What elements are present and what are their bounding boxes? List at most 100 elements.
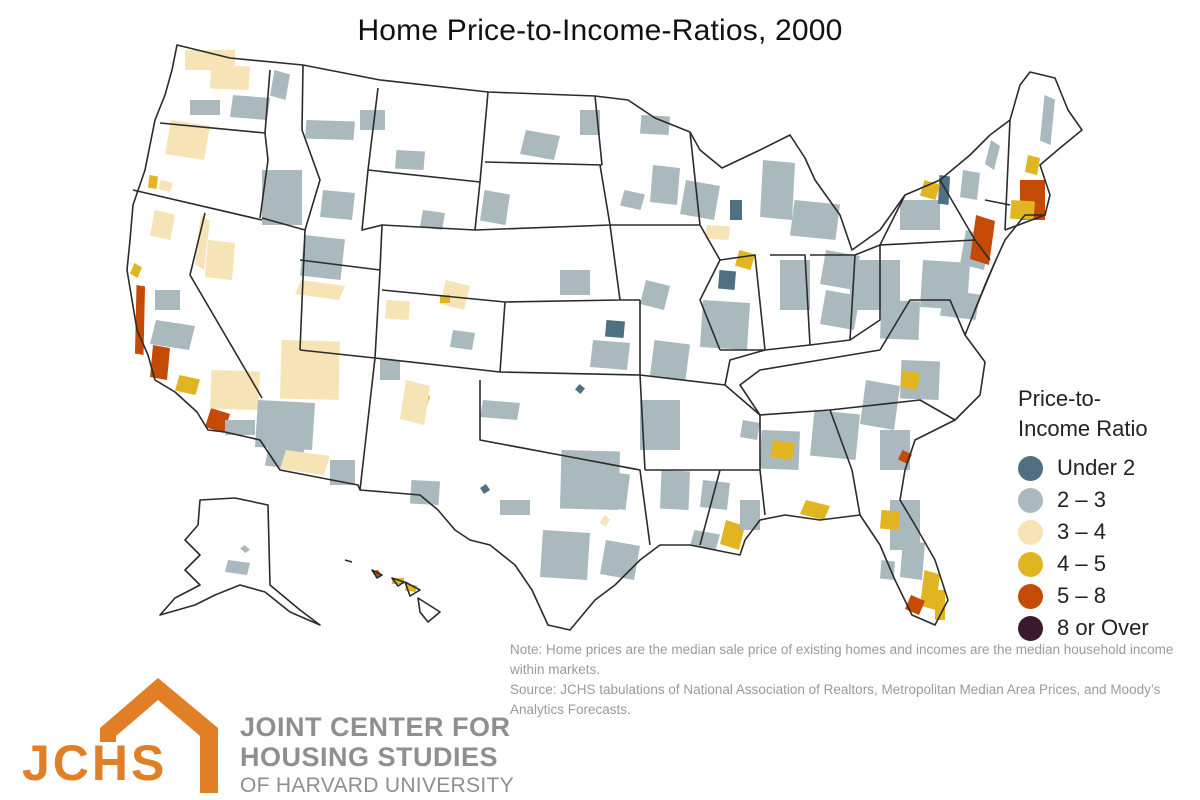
- metro-area-patch: [985, 140, 1000, 170]
- metro-area-patch: [880, 510, 900, 530]
- metro-area-patch: [395, 150, 425, 170]
- metro-area-patch: [450, 330, 475, 350]
- metro-area-patch: [810, 410, 860, 460]
- metro-area-patch: [880, 560, 895, 580]
- metro-area-patch: [158, 180, 173, 192]
- legend-title-line1: Price-to-: [1018, 386, 1102, 411]
- metro-area-patch: [380, 360, 400, 380]
- metro-area-patch: [410, 480, 440, 505]
- metro-area-patch: [640, 280, 670, 310]
- metro-area-patch: [300, 235, 345, 280]
- metro-area-patch: [730, 200, 742, 220]
- alaska-outline: [159, 497, 321, 626]
- metro-area-patch: [780, 260, 810, 310]
- metro-area-patch: [262, 170, 302, 225]
- note-text: Note: Home prices are the median sale pr…: [510, 642, 1174, 677]
- metro-area-patch: [920, 180, 940, 200]
- metro-area-patch: [255, 400, 315, 450]
- metro-area-patch: [640, 400, 680, 450]
- metro-area-patch: [330, 460, 355, 485]
- metro-area-patch: [700, 300, 750, 350]
- metro-area-patch: [940, 290, 980, 320]
- metro-area-patch: [150, 320, 195, 350]
- metro-area-patch: [205, 240, 235, 280]
- metro-area-patch: [480, 190, 510, 225]
- metro-area-patch: [700, 480, 730, 510]
- metro-area-patch: [280, 340, 340, 400]
- metro-area-patch: [690, 530, 720, 550]
- metro-area-patch: [280, 450, 330, 475]
- metro-area-patch: [760, 160, 795, 220]
- metro-area-patch: [880, 430, 910, 470]
- metro-area-patch: [790, 200, 840, 240]
- metro-area-patch: [590, 340, 630, 370]
- state-boundaries: [126, 44, 1083, 631]
- metro-area-patch: [900, 200, 940, 230]
- metro-area-patch: [135, 285, 145, 355]
- legend-title-line2: Income Ratio: [1018, 416, 1148, 441]
- metro-area-patch: [540, 530, 590, 580]
- metro-area-patch: [400, 380, 430, 425]
- metro-area-patch: [185, 50, 235, 70]
- metro-area-patch: [620, 190, 645, 210]
- legend-swatch: [1018, 583, 1043, 609]
- metro-area-patch: [735, 250, 755, 270]
- legend-swatch: [1018, 615, 1043, 641]
- state-lines-east: [719, 119, 1046, 421]
- metro-area-patch: [295, 280, 345, 300]
- metro-area-patch: [935, 590, 945, 620]
- metro-area-patch: [960, 170, 980, 200]
- metro-area-patch: [230, 95, 270, 120]
- organization-name: JOINT CENTER FOR HOUSING STUDIES OF HARV…: [240, 712, 514, 800]
- metro-area-patch: [270, 70, 290, 100]
- legend-label: 4 – 5: [1057, 551, 1106, 576]
- metro-area-patches: [130, 50, 1055, 620]
- us-choropleth-map: [126, 44, 1083, 631]
- metro-area-patch: [580, 110, 600, 135]
- metro-area-patch: [605, 320, 625, 338]
- logo-mark: JCHS: [22, 735, 167, 791]
- metro-area-patch: [210, 370, 260, 410]
- legend-item-5-8: 5 – 8: [1018, 580, 1149, 612]
- metro-area-patch: [970, 215, 995, 265]
- metro-area-patch: [650, 165, 680, 205]
- metro-area-patch: [718, 270, 736, 290]
- metro-area-patch: [740, 500, 760, 530]
- metro-area-patch: [320, 190, 355, 220]
- state-lines-west: [132, 64, 611, 399]
- metro-area-patch: [155, 290, 180, 310]
- legend-item-under-2: Under 2: [1018, 452, 1149, 484]
- metro-area-patch: [850, 260, 900, 310]
- metro-area-patch: [190, 100, 220, 115]
- metro-area-patch: [900, 540, 925, 580]
- jchs-logo: JCHS: [22, 678, 218, 793]
- metro-area-patch: [210, 65, 250, 90]
- org-line-1: JOINT CENTER FOR: [240, 712, 511, 742]
- hawaii-outline: [344, 559, 441, 623]
- metro-area-patch: [575, 384, 585, 394]
- metro-area-patch: [420, 210, 445, 230]
- house-logo-icon: [100, 678, 218, 793]
- metro-area-patch: [800, 500, 830, 520]
- metro-area-patch: [740, 420, 760, 440]
- metro-area-patch: [880, 300, 920, 340]
- metro-area-patch: [480, 400, 520, 420]
- metro-area-patch: [900, 370, 920, 390]
- legend-swatch: [1018, 487, 1043, 513]
- metro-area-patch: [720, 520, 745, 550]
- legend-swatch: [1018, 455, 1043, 481]
- metro-area-patch: [600, 540, 640, 580]
- metro-area-patch: [150, 210, 175, 240]
- metro-area-patch: [650, 340, 690, 380]
- source-text: Source: JCHS tabulations of National Ass…: [510, 682, 1161, 717]
- metro-area-patch: [225, 560, 250, 575]
- metro-area-patch: [150, 345, 170, 380]
- metro-area-patch: [640, 115, 670, 135]
- legend-item-4-5: 4 – 5: [1018, 548, 1149, 580]
- legend-label: 8 or Over: [1057, 615, 1149, 640]
- metro-area-patch: [148, 175, 158, 189]
- metro-area-patch: [900, 360, 940, 400]
- org-line-2: HOUSING STUDIES: [240, 742, 499, 772]
- legend-label: Under 2: [1057, 455, 1136, 480]
- legend-label: 2 – 3: [1057, 487, 1106, 512]
